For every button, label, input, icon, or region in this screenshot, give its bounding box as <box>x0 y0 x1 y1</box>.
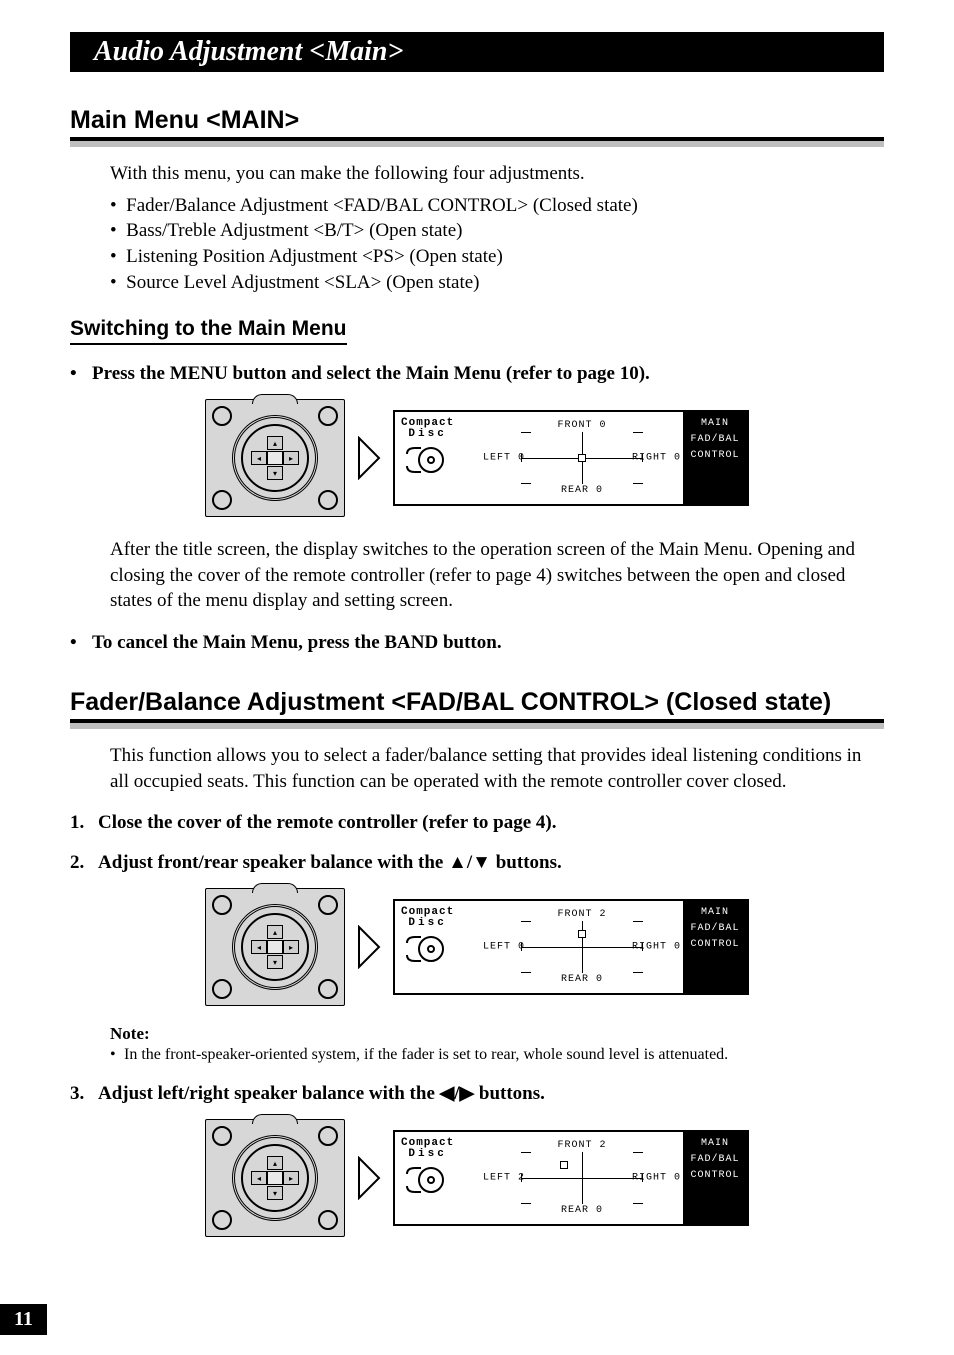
val: 0 <box>674 1173 681 1184</box>
arrow-right-icon <box>357 1156 381 1200</box>
lbl: FRONT <box>557 909 592 920</box>
lcd-source2: Disc <box>401 429 454 440</box>
lcd-source2: Disc <box>401 1149 454 1160</box>
val: 0 <box>674 453 681 464</box>
val: 0 <box>596 974 603 985</box>
lbl: LEFT <box>483 1173 511 1184</box>
dpad-up-icon: ▴ <box>267 436 283 450</box>
heading-fadbal: Fader/Balance Adjustment <FAD/BAL CONTRO… <box>70 688 884 723</box>
bullet-item: • Source Level Adjustment <SLA> (Open st… <box>122 270 874 296</box>
bullet-text: Source Level Adjustment <SLA> (Open stat… <box>126 272 479 293</box>
val: 2 <box>600 909 607 920</box>
intro-main: With this menu, you can make the followi… <box>110 161 874 295</box>
side-ctrl: CONTROL <box>690 939 739 951</box>
figure-row-3: ▴▾◂▸ CompactDisc FRONT 2 REAR 0 LEFT 2 R… <box>70 1119 884 1237</box>
arrow-right-icon <box>357 436 381 480</box>
lcd-display-3: CompactDisc FRONT 2 REAR 0 LEFT 2 RIGHT … <box>393 1130 749 1226</box>
cd-icon <box>405 1164 445 1196</box>
val: 0 <box>596 1205 603 1216</box>
side-main: MAIN <box>701 1138 729 1150</box>
lbl: FRONT <box>557 1140 592 1151</box>
val: 0 <box>518 453 525 464</box>
step-text: Adjust front/rear speaker balance with t… <box>98 852 562 873</box>
intro-text: With this menu, you can make the followi… <box>110 163 585 184</box>
lbl: RIGHT <box>632 1173 667 1184</box>
side-fad: FAD/BAL <box>690 434 739 446</box>
remote-diagram: ▴ ▾ ◂ ▸ <box>205 399 345 517</box>
val: 0 <box>596 485 603 496</box>
step-text: To cancel the Main Menu, press the BAND … <box>92 632 502 653</box>
dpad-down-icon: ▾ <box>267 466 283 480</box>
side-main: MAIN <box>701 418 729 430</box>
step-press-menu: •Press the MENU button and select the Ma… <box>70 363 884 385</box>
arrow-right-icon <box>357 925 381 969</box>
val: 2 <box>518 1173 525 1184</box>
figure-row-2: ▴▾◂▸ CompactDisc FRONT 2 REAR 0 LEFT 0 R… <box>70 888 884 1006</box>
lcd-source2: Disc <box>401 918 454 929</box>
step-text: Close the cover of the remote controller… <box>98 812 556 833</box>
balance-marker <box>578 930 586 938</box>
lbl: REAR <box>561 974 589 985</box>
lbl: FRONT <box>557 420 592 431</box>
remote-diagram: ▴▾◂▸ <box>205 888 345 1006</box>
page-number: 11 <box>0 1304 47 1335</box>
val: 0 <box>518 942 525 953</box>
val: 0 <box>600 420 607 431</box>
dpad-left-icon: ◂ <box>251 451 267 465</box>
lbl: RIGHT <box>632 942 667 953</box>
remote-diagram: ▴▾◂▸ <box>205 1119 345 1237</box>
cd-icon <box>405 444 445 476</box>
step-cancel: •To cancel the Main Menu, press the BAND… <box>70 632 884 654</box>
lbl: LEFT <box>483 942 511 953</box>
bullet-text: Fader/Balance Adjustment <FAD/BAL CONTRO… <box>126 195 638 216</box>
step-text: Press the MENU button and select the Mai… <box>92 363 650 384</box>
intro-fadbal: This function allows you to select a fad… <box>110 743 874 794</box>
page-title-bar: Audio Adjustment <Main> <box>70 32 884 72</box>
heading-switching: Switching to the Main Menu <box>70 317 347 345</box>
bullet-item: • Listening Position Adjustment <PS> (Op… <box>122 244 874 270</box>
bullet-text: Bass/Treble Adjustment <B/T> (Open state… <box>126 220 462 241</box>
heading-main-menu: Main Menu <MAIN> <box>70 106 884 141</box>
step-2: 2.Adjust front/rear speaker balance with… <box>70 852 884 874</box>
side-ctrl: CONTROL <box>690 1170 739 1182</box>
step-3: 3.Adjust left/right speaker balance with… <box>70 1082 884 1105</box>
lbl: REAR <box>561 485 589 496</box>
lbl: RIGHT <box>632 453 667 464</box>
note-heading: Note: <box>110 1024 884 1044</box>
cd-icon <box>405 933 445 965</box>
bullet-text: Listening Position Adjustment <PS> (Open… <box>126 246 503 267</box>
val: 0 <box>674 942 681 953</box>
step-1: 1.Close the cover of the remote controll… <box>70 812 884 834</box>
side-main: MAIN <box>701 907 729 919</box>
step-text: Adjust left/right speaker balance with t… <box>98 1083 545 1104</box>
bullet-item: • Fader/Balance Adjustment <FAD/BAL CONT… <box>122 193 874 219</box>
side-fad: FAD/BAL <box>690 923 739 935</box>
lbl: REAR <box>561 1205 589 1216</box>
note-body: •In the front-speaker-oriented system, i… <box>110 1046 884 1064</box>
val: 2 <box>600 1140 607 1151</box>
dpad-right-icon: ▸ <box>283 451 299 465</box>
note-text: In the front-speaker-oriented system, if… <box>124 1046 728 1063</box>
balance-marker <box>578 454 586 462</box>
lbl: LEFT <box>483 453 511 464</box>
figure-row-1: ▴ ▾ ◂ ▸ CompactDisc FRONT 0 REAR 0 LEFT … <box>70 399 884 517</box>
balance-marker <box>560 1161 568 1169</box>
lcd-display-1: CompactDisc FRONT 0 REAR 0 LEFT 0 RIGHT … <box>393 410 749 506</box>
after-text: After the title screen, the display swit… <box>110 537 874 614</box>
side-fad: FAD/BAL <box>690 1154 739 1166</box>
lcd-display-2: CompactDisc FRONT 2 REAR 0 LEFT 0 RIGHT … <box>393 899 749 995</box>
bullet-item: • Bass/Treble Adjustment <B/T> (Open sta… <box>122 218 874 244</box>
side-ctrl: CONTROL <box>690 450 739 462</box>
